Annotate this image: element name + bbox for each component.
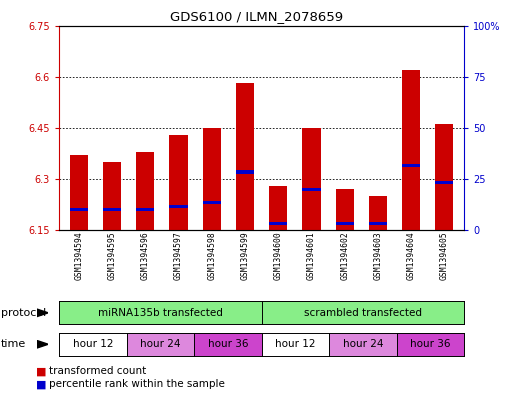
Bar	[203, 128, 221, 230]
Bar	[336, 189, 354, 230]
Bar	[169, 134, 188, 230]
Bar	[236, 171, 254, 174]
Text: percentile rank within the sample: percentile rank within the sample	[49, 379, 225, 389]
Text: ■: ■	[36, 366, 46, 376]
Polygon shape	[37, 309, 48, 317]
Bar	[435, 124, 453, 230]
Bar	[103, 162, 121, 230]
Text: hour 24: hour 24	[140, 339, 181, 349]
Bar	[435, 181, 453, 184]
Text: protocol: protocol	[1, 308, 46, 318]
Text: transformed count: transformed count	[49, 366, 146, 376]
Text: hour 12: hour 12	[72, 339, 113, 349]
Text: hour 24: hour 24	[343, 339, 383, 349]
Bar	[203, 201, 221, 204]
Text: ■: ■	[36, 379, 46, 389]
Polygon shape	[37, 340, 48, 348]
Text: hour 12: hour 12	[275, 339, 315, 349]
Bar	[302, 187, 321, 191]
Bar	[269, 185, 287, 230]
Bar	[236, 83, 254, 230]
Bar	[369, 222, 387, 225]
Bar	[302, 128, 321, 230]
Text: hour 36: hour 36	[208, 339, 248, 349]
Text: GDS6100 / ILMN_2078659: GDS6100 / ILMN_2078659	[170, 10, 343, 23]
Bar	[369, 196, 387, 230]
Bar	[169, 204, 188, 208]
Text: time: time	[1, 339, 26, 349]
Text: miRNA135b transfected: miRNA135b transfected	[98, 308, 223, 318]
Bar	[70, 155, 88, 230]
Bar	[136, 208, 154, 211]
Bar	[402, 163, 420, 167]
Text: hour 36: hour 36	[410, 339, 451, 349]
Text: scrambled transfected: scrambled transfected	[304, 308, 422, 318]
Bar	[269, 222, 287, 225]
Bar	[336, 222, 354, 225]
Bar	[103, 208, 121, 211]
Bar	[136, 152, 154, 230]
Bar	[70, 208, 88, 211]
Bar	[402, 70, 420, 230]
